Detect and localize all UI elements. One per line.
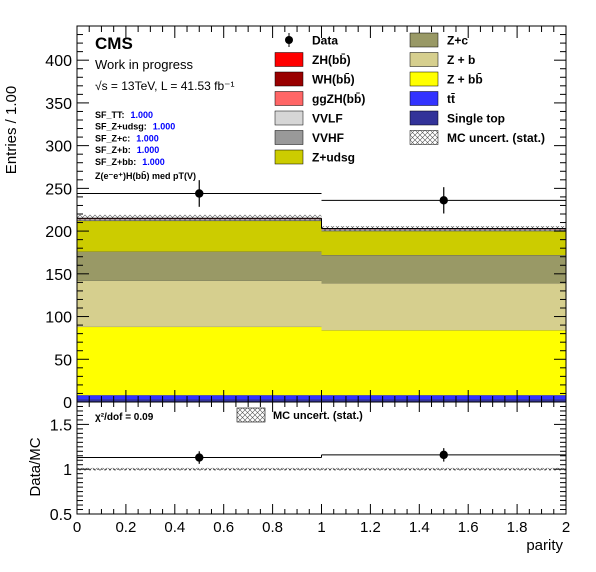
y-axis-label: Entries / 1.00: [3, 86, 20, 174]
legend-entry-label: Z+c: [447, 34, 468, 48]
stack-bar-z-c-bin1: [321, 255, 566, 284]
legend-entry-label: Z + bb̄: [447, 73, 483, 87]
y-tick-label: 150: [45, 267, 72, 284]
stack-bar-z-bb--bin1: [321, 330, 566, 396]
y-tick-label: 100: [45, 310, 72, 327]
energy-lumi-label: √s = 13TeV, L = 41.53 fb⁻¹: [95, 79, 234, 93]
stacked-histogram: [77, 218, 566, 402]
legend-entry-label: Z+udsg: [312, 151, 355, 165]
legend-swatch: [409, 110, 439, 126]
y-tick-label: 50: [54, 352, 72, 369]
legend-entry-label: Data: [312, 34, 338, 48]
x-tick-label: 1.6: [458, 519, 479, 536]
data-points: [77, 180, 566, 214]
ratio-y-axis-label: Data/MC: [27, 437, 44, 496]
ratio-unc-legend-label: MC uncert. (stat.): [273, 410, 363, 422]
ratio-y-tick-label: 0.5: [50, 507, 72, 524]
legend-entry-label: ZH(bb̄): [312, 53, 351, 67]
sf-label: SF_Z+udsg:: [95, 122, 147, 132]
y-tick-label: 250: [45, 181, 72, 198]
legend-swatch-uncert: [409, 130, 439, 145]
legend: Data ZH(bb̄) WH(bb̄) ggZH(bb̄) VVLF VVHF Z+uds…: [274, 32, 545, 165]
legend-entry-label: Single top: [447, 112, 505, 126]
status-label: Work in progress: [95, 57, 194, 72]
y-tick-label: 400: [45, 53, 72, 70]
y-tick-label: 200: [45, 224, 72, 241]
legend-entry-label: VVHF: [312, 131, 344, 145]
sf-label: SF_Z+b:: [95, 145, 131, 155]
sf-label: SF_Z+c:: [95, 133, 130, 143]
legend-swatch: [274, 130, 304, 145]
stack-bar-z-c-bin0: [77, 251, 322, 281]
x-tick-label: 2: [562, 519, 570, 536]
main-y-axis: 0 50 100 150 200 250 300 350 400: [45, 25, 566, 412]
data-point-bin0: [195, 189, 204, 198]
stack-bar-z-bb--bin0: [77, 326, 322, 396]
x-tick-label: 0.8: [262, 519, 283, 536]
legend-entry-label: WH(bb̄): [312, 73, 355, 87]
stack-bar-z-b-bin0: [77, 280, 322, 327]
legend-swatch: [274, 149, 304, 165]
ratio-unc-legend-swatch: [236, 407, 266, 423]
sf-value: 1.000: [137, 145, 160, 155]
sf-value: 1.000: [153, 122, 176, 132]
x-tick-label: 1.4: [409, 519, 430, 536]
main-panel: 0 50 100 150 200 250 300 350 400: [45, 25, 567, 412]
legend-swatch: [409, 32, 439, 48]
legend-swatch: [409, 52, 439, 67]
x-tick-label: 0.2: [115, 519, 136, 536]
y-tick-label: 300: [45, 139, 72, 156]
region-label: Z(e⁻e⁺)H(bb̄) med pT(V): [95, 171, 196, 181]
legend-swatch: [409, 91, 439, 106]
legend-entry-label: VVLF: [312, 112, 343, 126]
legend-swatch: [274, 110, 304, 126]
x-tick-label: 0: [73, 519, 81, 536]
x-tick-label: 1.8: [507, 519, 528, 536]
ratio-points: [77, 448, 566, 464]
sf-label: SF_TT:: [95, 110, 125, 120]
mc-total-line: [77, 217, 566, 230]
chi2-label: χ²/dof = 0.09: [95, 412, 154, 423]
ratio-point-bin1: [439, 450, 448, 460]
data-point-bin1: [439, 196, 448, 205]
legend-entry-label: tt̄: [447, 92, 455, 106]
sf-value: 1.000: [131, 110, 154, 120]
ratio-x-axis: 0 0.2 0.4 0.6 0.8 1 1.2 1.4 1.6 1.8 2: [73, 402, 570, 536]
legend-entry-label: MC uncert. (stat.): [447, 131, 545, 145]
legend-swatch: [274, 91, 304, 106]
stack-bar-z-udsg-bin0: [77, 220, 322, 252]
ratio-y-tick-label: 1.5: [50, 417, 72, 434]
stack-bar-z-b-bin1: [321, 283, 566, 331]
ratio-y-axis: 0.5 1 1.5: [50, 401, 566, 524]
y-tick-label: 350: [45, 96, 72, 113]
sf-value: 1.000: [136, 133, 159, 143]
x-tick-label: 0.4: [164, 519, 185, 536]
x-axis-label: parity: [526, 537, 563, 554]
x-tick-label: 1: [317, 519, 325, 536]
legend-entry-label: ggZH(bb̄): [312, 92, 365, 106]
x-tick-label: 0.6: [213, 519, 234, 536]
legend-swatch: [274, 52, 304, 67]
ratio-y-tick-label: 1: [63, 462, 72, 479]
legend-swatch: [274, 71, 304, 87]
legend-swatch: [409, 71, 439, 87]
stack-bar-z-udsg-bin1: [321, 231, 566, 256]
legend-data-marker: [285, 36, 293, 44]
ratio-panel: 0.5 1 1.5 0 0.2 0.4 0.6 0.8 1 1.2 1.4 1.6 1.8 2: [50, 401, 570, 536]
ratio-point-bin0: [195, 453, 204, 462]
cms-label: CMS: [95, 34, 133, 53]
y-tick-label: 0: [63, 395, 72, 412]
sf-value: 1.000: [142, 157, 165, 167]
sf-label: SF_Z+bb:: [95, 157, 136, 167]
legend-entry-label: Z + b: [447, 53, 475, 67]
x-tick-label: 1.2: [360, 519, 381, 536]
